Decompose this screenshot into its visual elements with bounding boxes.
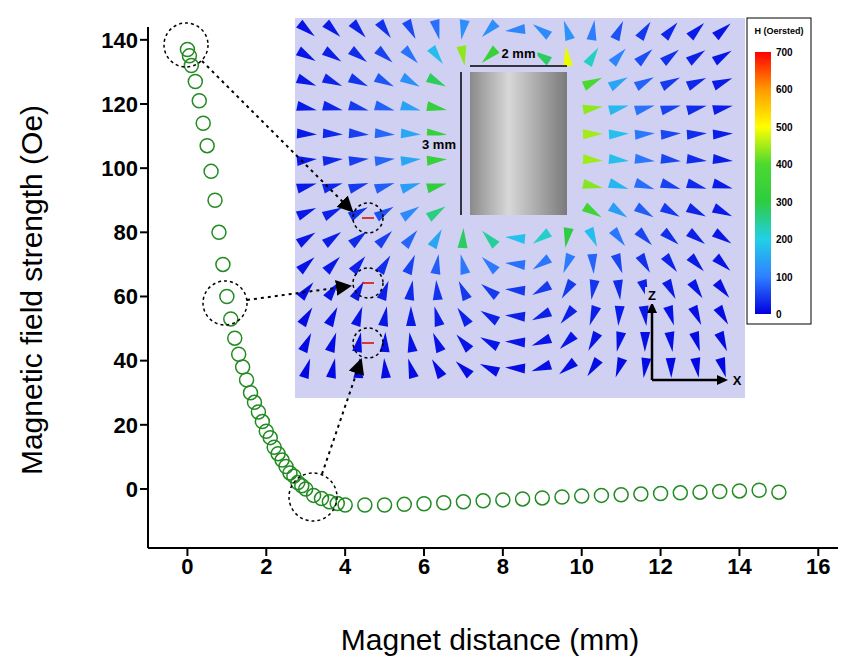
svg-text:Magnet distance (mm): Magnet distance (mm) [341,623,639,656]
svg-text:700: 700 [776,47,793,58]
svg-text:10: 10 [569,554,593,579]
svg-text:X: X [733,373,742,388]
svg-text:500: 500 [776,122,793,133]
svg-text:14: 14 [727,554,752,579]
svg-text:16: 16 [806,554,830,579]
svg-text:400: 400 [776,159,793,170]
svg-text:3 mm: 3 mm [422,137,456,152]
svg-text:2 mm: 2 mm [502,46,536,61]
svg-text:300: 300 [776,197,793,208]
svg-text:0: 0 [776,309,782,320]
svg-text:80: 80 [114,220,138,245]
svg-text:4: 4 [339,554,352,579]
svg-text:8: 8 [497,554,509,579]
svg-text:100: 100 [776,272,793,283]
svg-text:60: 60 [114,284,138,309]
svg-text:600: 600 [776,84,793,95]
svg-text:140: 140 [101,28,138,53]
svg-text:6: 6 [418,554,430,579]
svg-text:H (Oersted): H (Oersted) [754,26,803,36]
svg-text:100: 100 [101,156,138,181]
svg-text:20: 20 [114,413,138,438]
svg-text:Magnetic field strength (Oe): Magnetic field strength (Oe) [15,105,48,475]
svg-text:120: 120 [101,92,138,117]
svg-text:40: 40 [114,348,138,373]
svg-text:2: 2 [260,554,272,579]
svg-text:Z: Z [648,288,656,303]
svg-text:200: 200 [776,234,793,245]
svg-text:12: 12 [648,554,672,579]
svg-text:0: 0 [126,477,138,502]
svg-text:0: 0 [181,554,193,579]
